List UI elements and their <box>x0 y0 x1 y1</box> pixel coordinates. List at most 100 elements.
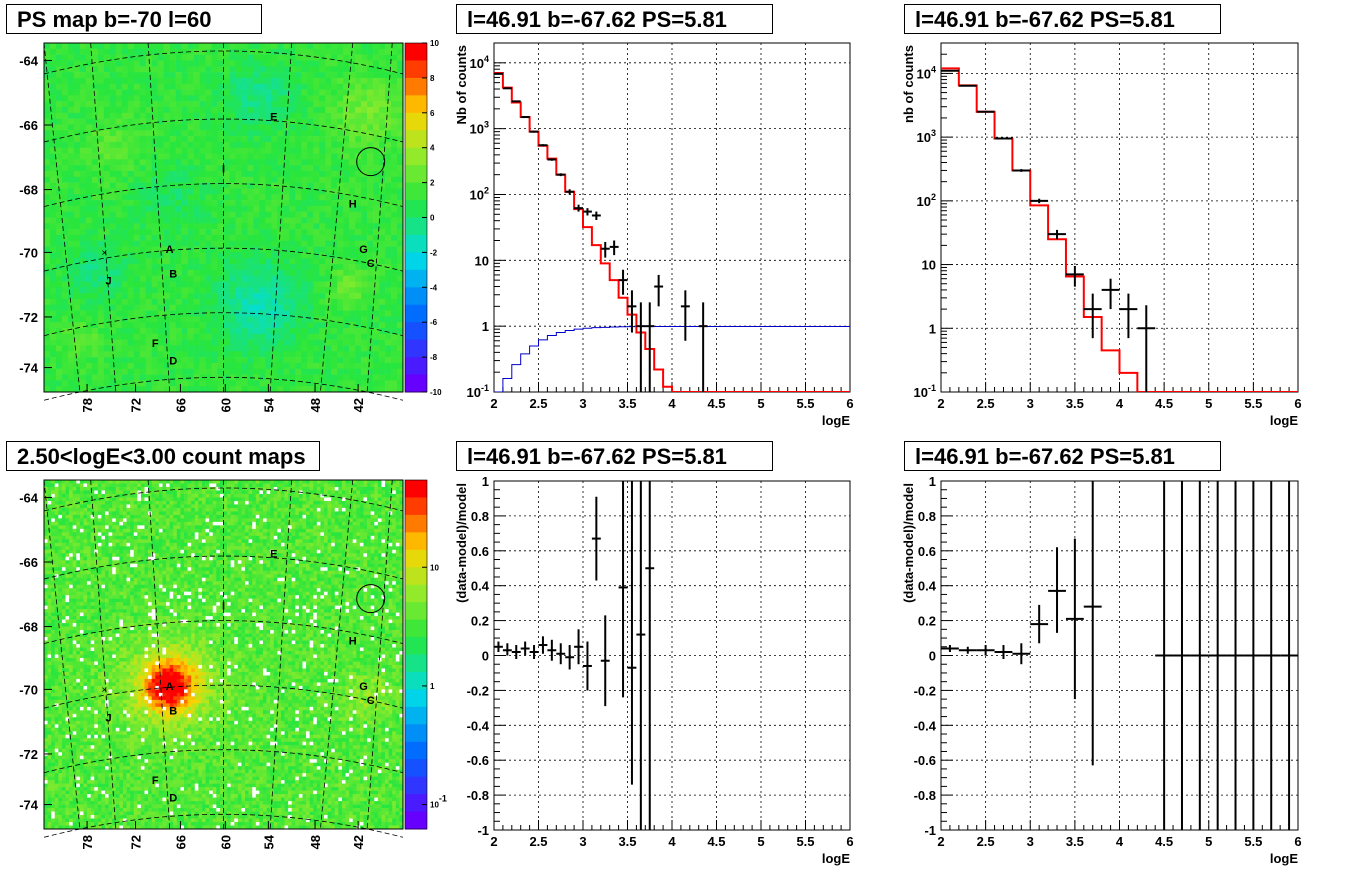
map-pixel <box>337 322 343 328</box>
map-pixel <box>83 578 87 582</box>
map-pixel <box>349 142 355 148</box>
map-pixel <box>76 637 80 641</box>
map-pixel <box>397 351 403 357</box>
map-pixel <box>83 564 87 568</box>
map-pixel <box>69 644 73 648</box>
map-pixel <box>385 299 391 305</box>
map-pixel <box>229 305 235 311</box>
map-pixel <box>92 241 98 247</box>
map-pixel <box>48 644 52 648</box>
map-pixel <box>48 682 52 686</box>
map-pixel <box>58 581 62 585</box>
map-pixel <box>44 665 48 669</box>
map-pixel <box>379 194 385 200</box>
map-pixel <box>397 107 403 113</box>
map-pixel <box>253 95 259 101</box>
map-pixel <box>158 148 164 154</box>
map-pixel <box>51 651 55 655</box>
map-pixel <box>44 637 48 641</box>
map-pixel <box>62 630 66 634</box>
map-pixel <box>349 107 355 113</box>
map-pixel <box>301 43 307 49</box>
map-pixel <box>397 252 403 258</box>
map-pixel <box>51 602 55 606</box>
map-pixel <box>164 194 170 200</box>
map-pixel <box>86 177 92 183</box>
map-pixel <box>176 188 182 194</box>
map-pixel <box>86 124 92 130</box>
map-pixel <box>319 159 325 165</box>
map-pixel <box>259 357 265 363</box>
map-pixel <box>134 55 140 61</box>
map-pixel <box>212 119 218 125</box>
map-pixel <box>200 241 206 247</box>
map-pixel <box>361 299 367 305</box>
map-pixel <box>58 798 62 802</box>
map-pixel <box>68 316 74 322</box>
map-pixel <box>331 119 337 125</box>
map-pixel <box>343 223 349 229</box>
map-pixel <box>87 745 91 749</box>
map-pixel <box>343 78 349 84</box>
map-pixel <box>170 148 176 154</box>
map-pixel <box>385 252 391 258</box>
map-pixel <box>62 539 66 543</box>
map-pixel <box>319 287 325 293</box>
map-pixel <box>55 578 59 582</box>
map-pixel <box>44 634 48 638</box>
map-pixel <box>307 107 313 113</box>
map-pixel <box>218 206 224 212</box>
map-pixel <box>289 322 295 328</box>
map-pixel <box>62 665 66 669</box>
map-pixel <box>235 101 241 107</box>
map-pixel <box>66 494 70 498</box>
map-pixel <box>325 258 331 264</box>
map-pixel <box>188 212 194 218</box>
map-pixel <box>116 322 122 328</box>
map-pixel <box>134 311 140 317</box>
map-pixel <box>73 668 77 672</box>
map-pixel <box>83 655 87 659</box>
map-pixel <box>247 322 253 328</box>
map-pixel <box>50 311 56 317</box>
map-pixel <box>122 159 128 165</box>
map-pixel <box>134 200 140 206</box>
map-pixel <box>58 497 62 501</box>
map-pixel <box>194 78 200 84</box>
map-pixel <box>265 258 271 264</box>
map-pixel <box>283 264 289 270</box>
map-pixel <box>87 738 91 742</box>
map-pixel <box>289 235 295 241</box>
map-pixel <box>73 490 77 494</box>
map-pixel <box>247 264 253 270</box>
map-pixel <box>247 235 253 241</box>
map-pixel <box>325 107 331 113</box>
map-pixel <box>325 357 331 363</box>
map-pixel <box>128 311 134 317</box>
map-pixel <box>66 501 70 505</box>
map-pixel <box>51 627 55 631</box>
map-pixel <box>87 703 91 707</box>
map-pixel <box>146 101 152 107</box>
map-pixel <box>58 616 62 620</box>
map-pixel <box>140 136 146 142</box>
map-pixel <box>355 95 361 101</box>
map-pixel <box>194 171 200 177</box>
map-pixel <box>86 235 92 241</box>
map-pixel <box>218 223 224 229</box>
map-pixel <box>92 316 98 322</box>
map-pixel <box>331 194 337 200</box>
map-pixel <box>182 165 188 171</box>
map-pixel <box>58 784 62 788</box>
map-pixel <box>265 316 271 322</box>
map-pixel <box>224 235 230 241</box>
map-pixel <box>134 43 140 49</box>
map-pixel <box>58 567 62 571</box>
map-pixel <box>134 95 140 101</box>
map-pixel <box>212 78 218 84</box>
map-pixel <box>68 223 74 229</box>
map-pixel <box>158 90 164 96</box>
map-pixel <box>170 101 176 107</box>
map-pixel <box>87 794 91 798</box>
map-pixel <box>83 574 87 578</box>
